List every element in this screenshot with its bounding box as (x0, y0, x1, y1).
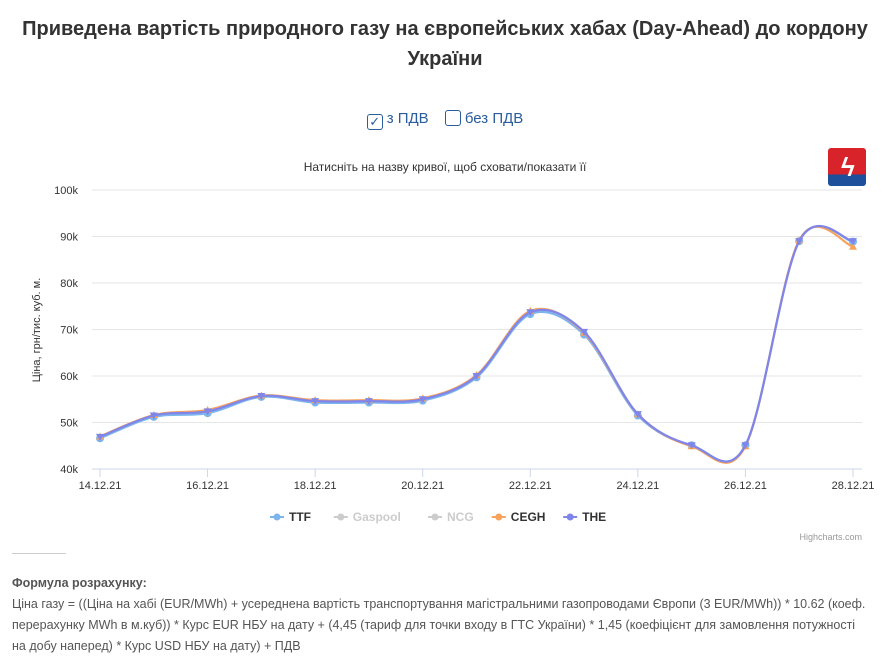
legend-item-cegh[interactable]: CEGH (511, 510, 546, 524)
legend-item-ncg[interactable]: NCG (447, 510, 474, 524)
data-point-the[interactable] (257, 392, 266, 400)
data-point-the[interactable] (149, 412, 158, 420)
x-tick-label: 24.12.21 (616, 480, 659, 492)
y-tick-label: 90k (60, 232, 78, 244)
data-point-the[interactable] (311, 398, 320, 406)
formula-block: Формула розрахунку: Ціна газу = ((Ціна н… (12, 573, 872, 657)
data-point-the[interactable] (633, 411, 642, 419)
data-point-cegh[interactable] (849, 242, 857, 250)
without-vat-checkbox[interactable]: без ПДВ (444, 110, 524, 127)
vat-options: ✓ з ПДВ без ПДВ (0, 110, 890, 130)
data-point-the[interactable] (849, 238, 857, 246)
data-point-the[interactable] (687, 442, 696, 450)
brand-logo: ϟ (828, 148, 866, 186)
chart-subtitle: Натисніть на назву кривої, щоб сховати/п… (304, 160, 587, 174)
x-tick-label: 14.12.21 (79, 480, 122, 492)
formula-text: Ціна газу = ((Ціна на хабі (EUR/MWh) + у… (12, 597, 866, 653)
series-line-cegh[interactable] (99, 225, 854, 464)
data-point-the[interactable] (795, 238, 804, 246)
y-tick-label: 50k (60, 418, 78, 430)
data-point-the[interactable] (364, 398, 373, 406)
line-chart: Натисніть на назву кривої, щоб сховати/п… (31, 160, 875, 542)
legend-item-ttf[interactable]: TTF (289, 510, 311, 524)
y-tick-label: 60k (60, 371, 78, 383)
legend-marker-icon (273, 513, 281, 521)
legend-item-gaspool[interactable]: Gaspool (353, 510, 401, 524)
x-tick-label: 20.12.21 (401, 480, 444, 492)
without-vat-label: без ПДВ (464, 110, 524, 127)
x-tick-label: 22.12.21 (509, 480, 552, 492)
y-tick-label: 80k (60, 278, 78, 290)
legend-marker-icon (566, 513, 574, 521)
data-point-the[interactable] (472, 373, 481, 380)
data-point-the[interactable] (580, 328, 589, 336)
data-point-the[interactable] (96, 433, 104, 441)
chart-title: Приведена вартість природного газу на єв… (22, 18, 868, 70)
y-tick-label: 100k (54, 185, 78, 197)
x-tick-label: 18.12.21 (294, 480, 337, 492)
legend-marker-icon (495, 513, 503, 521)
y-tick-label: 70k (60, 325, 78, 337)
data-point-the[interactable] (418, 396, 427, 404)
checkbox-unchecked-icon (444, 110, 461, 126)
checkbox-checked-icon: ✓ (366, 114, 383, 130)
y-tick-label: 40k (60, 464, 78, 476)
series-line-the[interactable] (99, 225, 854, 463)
with-vat-checkbox[interactable]: ✓ з ПДВ (366, 110, 429, 130)
legend-marker-icon (337, 513, 345, 521)
data-point-the[interactable] (203, 408, 212, 416)
data-point-the[interactable] (526, 309, 535, 317)
chart-credit[interactable]: Highcharts.com (799, 532, 862, 542)
legend-item-the[interactable]: THE (582, 510, 606, 524)
x-tick-label: 26.12.21 (724, 480, 767, 492)
legend-marker-icon (431, 513, 439, 521)
series-line-ttf[interactable] (99, 225, 854, 463)
with-vat-label: з ПДВ (386, 110, 429, 127)
y-axis-label: Ціна, грн/тис. куб. м. (31, 278, 43, 383)
x-tick-label: 28.12.21 (832, 480, 875, 492)
formula-heading: Формула розрахунку: (12, 576, 147, 590)
divider (12, 553, 66, 554)
x-tick-label: 16.12.21 (186, 480, 229, 492)
data-point-the[interactable] (741, 442, 750, 450)
